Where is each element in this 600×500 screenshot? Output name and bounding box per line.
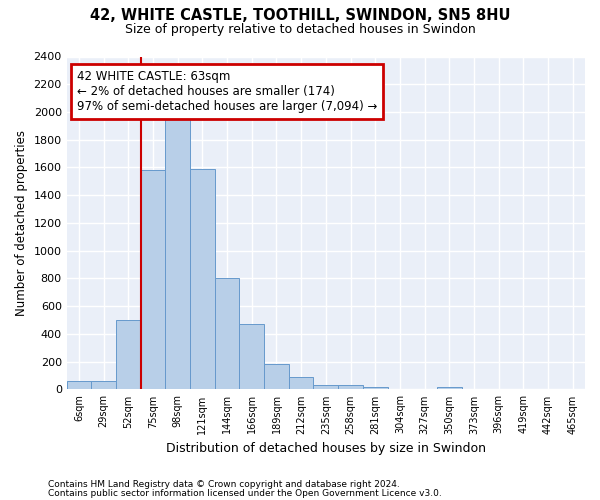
Y-axis label: Number of detached properties: Number of detached properties bbox=[15, 130, 28, 316]
Text: Contains HM Land Registry data © Crown copyright and database right 2024.: Contains HM Land Registry data © Crown c… bbox=[48, 480, 400, 489]
Text: 42 WHITE CASTLE: 63sqm
← 2% of detached houses are smaller (174)
97% of semi-det: 42 WHITE CASTLE: 63sqm ← 2% of detached … bbox=[77, 70, 377, 113]
Bar bbox=[239, 324, 264, 390]
Bar bbox=[215, 278, 239, 390]
Bar bbox=[264, 364, 289, 390]
Bar bbox=[166, 119, 190, 390]
Bar bbox=[313, 384, 338, 390]
Bar bbox=[116, 320, 141, 390]
Text: 42, WHITE CASTLE, TOOTHILL, SWINDON, SN5 8HU: 42, WHITE CASTLE, TOOTHILL, SWINDON, SN5… bbox=[90, 8, 510, 22]
Bar bbox=[141, 170, 166, 390]
Bar bbox=[338, 386, 363, 390]
Bar bbox=[91, 381, 116, 390]
Bar bbox=[363, 386, 388, 390]
X-axis label: Distribution of detached houses by size in Swindon: Distribution of detached houses by size … bbox=[166, 442, 486, 455]
Bar bbox=[289, 377, 313, 390]
Bar bbox=[67, 381, 91, 390]
Bar bbox=[190, 169, 215, 390]
Text: Size of property relative to detached houses in Swindon: Size of property relative to detached ho… bbox=[125, 22, 475, 36]
Bar bbox=[437, 386, 461, 390]
Text: Contains public sector information licensed under the Open Government Licence v3: Contains public sector information licen… bbox=[48, 488, 442, 498]
